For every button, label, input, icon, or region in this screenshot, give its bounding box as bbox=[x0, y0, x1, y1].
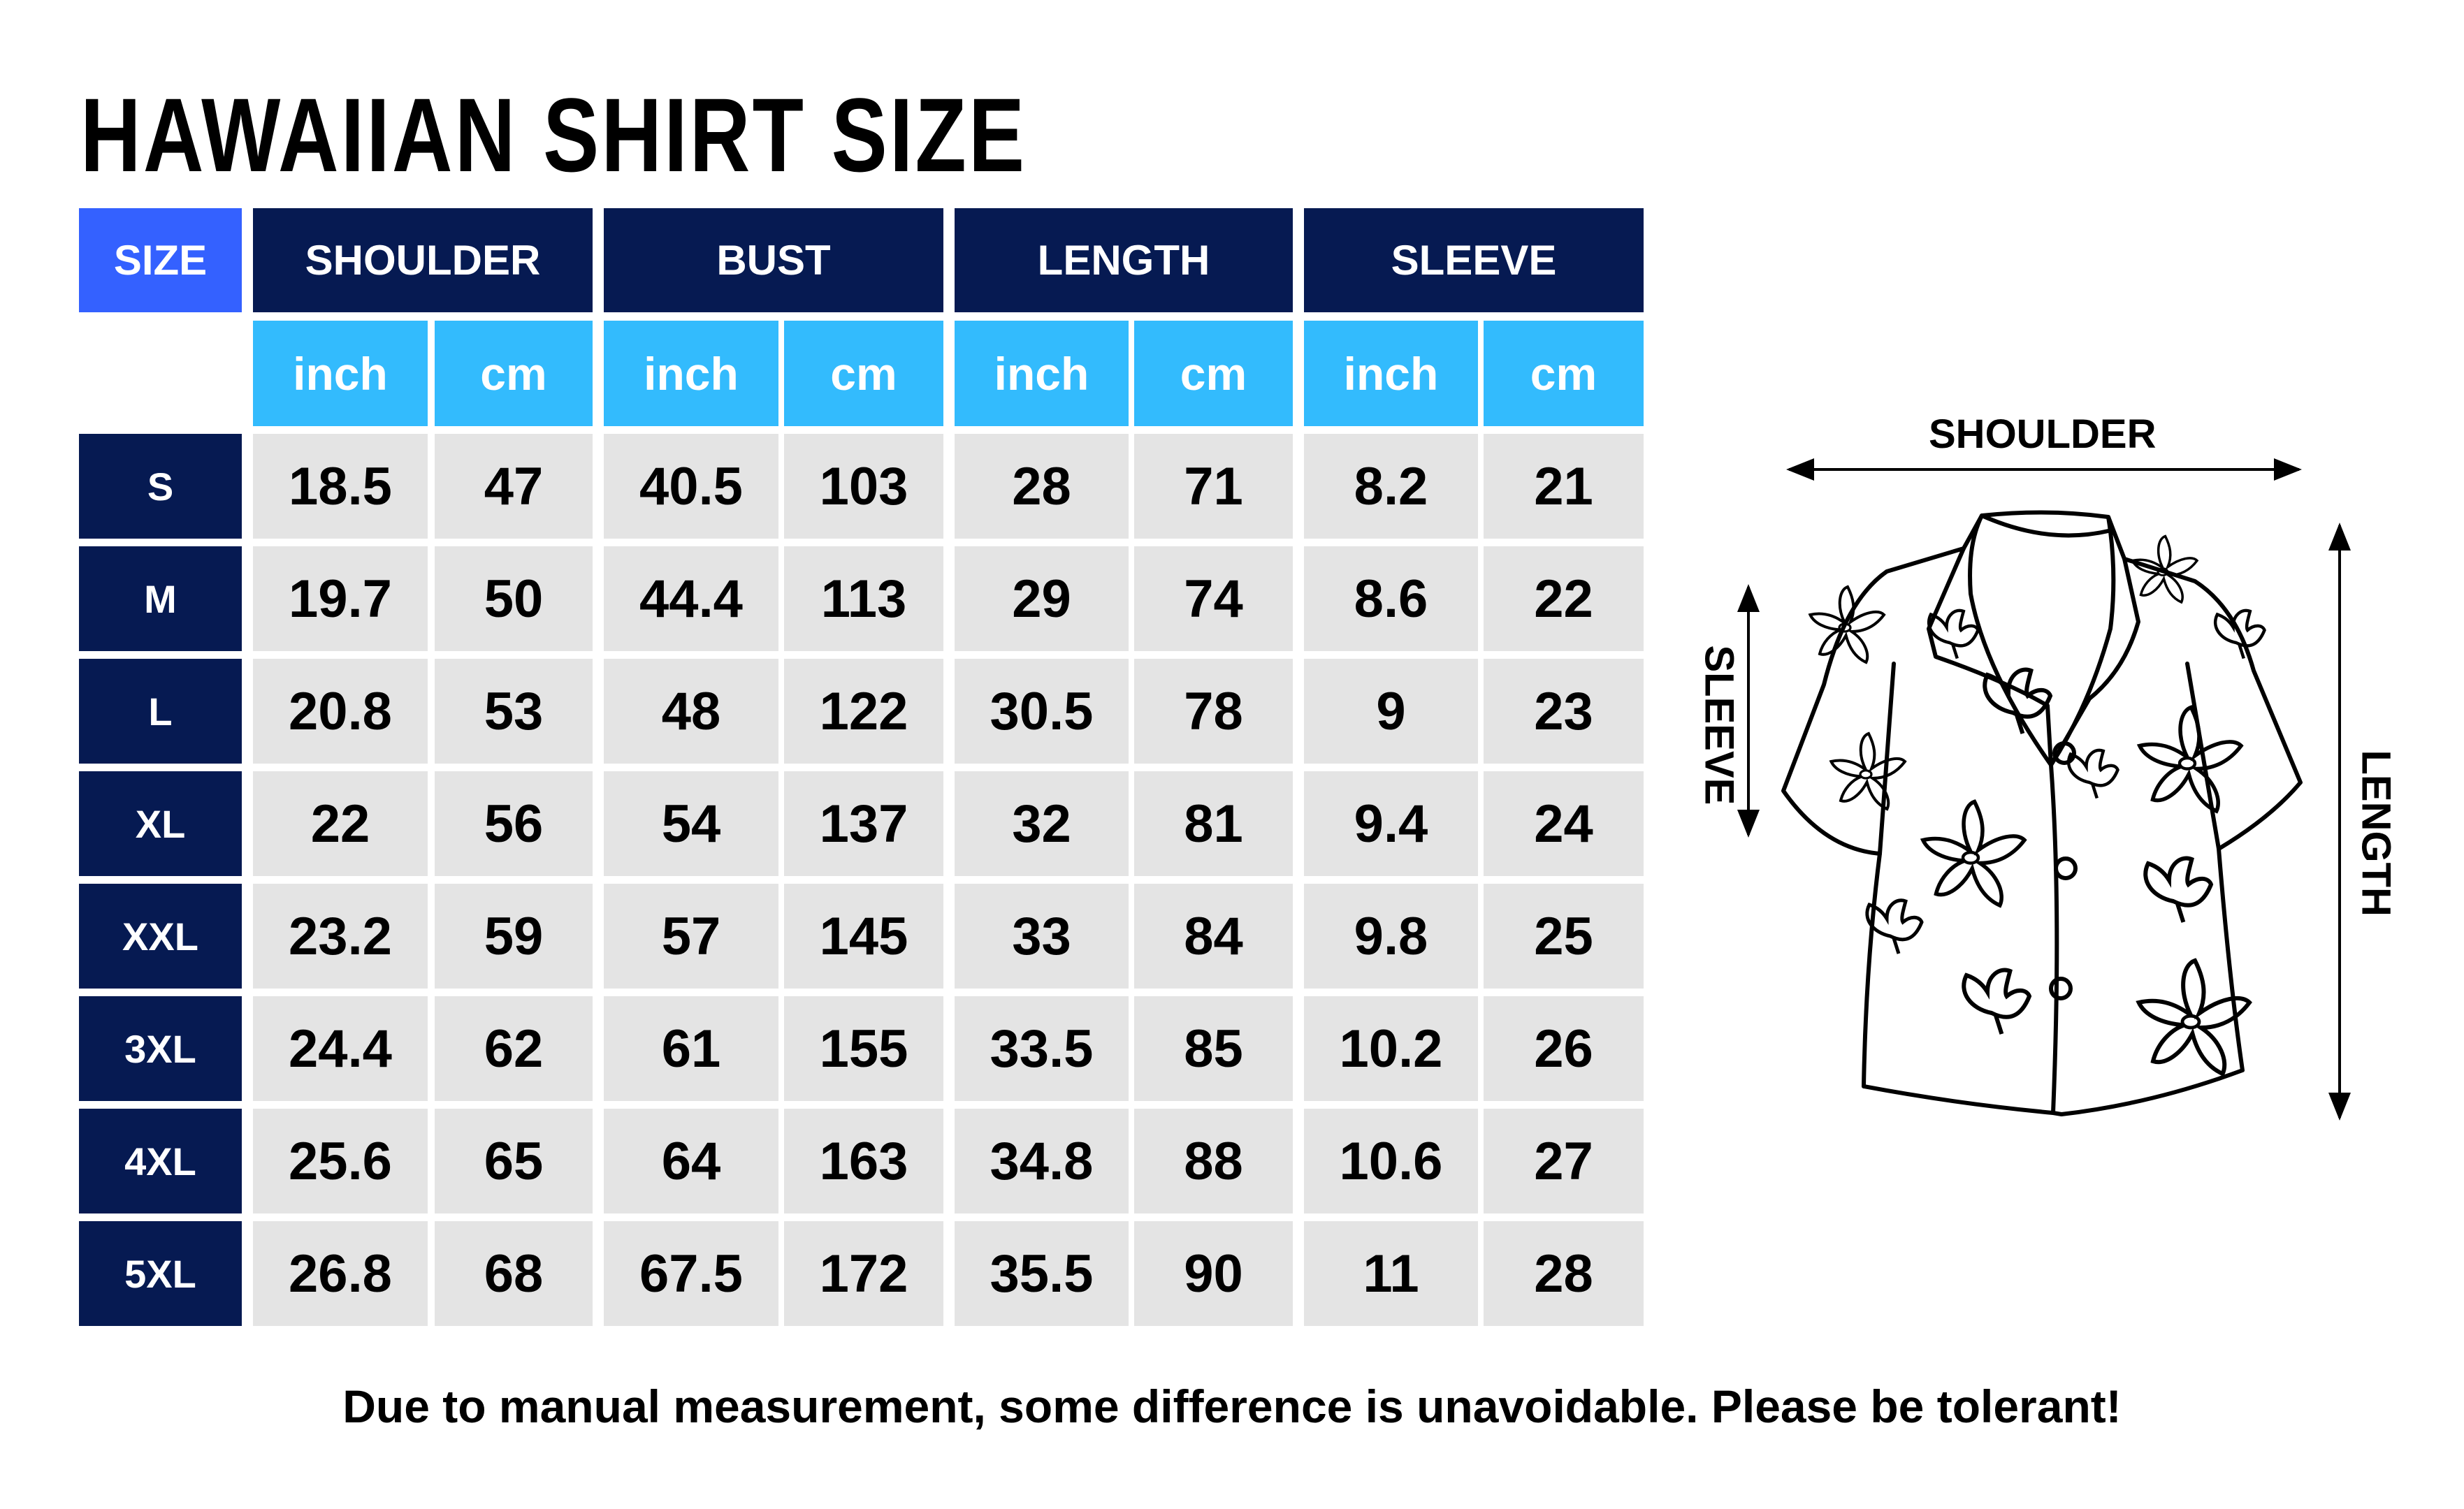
measurement-cell: 25.6 bbox=[253, 1109, 428, 1213]
measurement-cell: 59 bbox=[435, 884, 593, 989]
unit-header-inch: inch bbox=[604, 321, 778, 426]
measurement-cell: 65 bbox=[435, 1109, 593, 1213]
measurement-cell: 53 bbox=[435, 659, 593, 764]
unit-header-cm: cm bbox=[435, 321, 593, 426]
measurement-cell: 26 bbox=[1484, 996, 1644, 1101]
sleeve-label: SLEEVE bbox=[1696, 645, 1742, 805]
measurement-cell: 57 bbox=[604, 884, 778, 989]
unit-header-inch: inch bbox=[955, 321, 1129, 426]
measurement-cell: 24.4 bbox=[253, 996, 428, 1101]
group-header-sleeve: SLEEVE bbox=[1304, 208, 1644, 312]
measurement-cell: 155 bbox=[784, 996, 943, 1101]
measurement-cell: 54 bbox=[604, 771, 778, 876]
measurement-cell: 81 bbox=[1134, 771, 1293, 876]
measurement-cell: 10.6 bbox=[1304, 1109, 1478, 1213]
measurement-cell: 48 bbox=[604, 659, 778, 764]
measurement-cell: 145 bbox=[784, 884, 943, 989]
measurement-cell: 113 bbox=[784, 546, 943, 651]
measurement-cell: 25 bbox=[1484, 884, 1644, 989]
measurement-cell: 137 bbox=[784, 771, 943, 876]
measurement-cell: 90 bbox=[1134, 1221, 1293, 1326]
group-header-bust: BUST bbox=[604, 208, 943, 312]
measurement-cell: 22 bbox=[253, 771, 428, 876]
measurement-cell: 40.5 bbox=[604, 434, 778, 539]
measurement-cell: 56 bbox=[435, 771, 593, 876]
size-label: S bbox=[79, 434, 242, 539]
size-label: 5XL bbox=[79, 1221, 242, 1326]
measurement-cell: 88 bbox=[1134, 1109, 1293, 1213]
shirt-outline bbox=[1781, 510, 2303, 1116]
measurement-cell: 71 bbox=[1134, 434, 1293, 539]
measurement-cell: 8.6 bbox=[1304, 546, 1478, 651]
measurement-cell: 74 bbox=[1134, 546, 1293, 651]
measurement-cell: 9.4 bbox=[1304, 771, 1478, 876]
measurement-cell: 28 bbox=[955, 434, 1129, 539]
measurement-cell: 103 bbox=[784, 434, 943, 539]
measurement-cell: 24 bbox=[1484, 771, 1644, 876]
measurement-cell: 33.5 bbox=[955, 996, 1129, 1101]
unit-header-cm: cm bbox=[1484, 321, 1644, 426]
measurement-cell: 28 bbox=[1484, 1221, 1644, 1326]
measurement-cell: 62 bbox=[435, 996, 593, 1101]
measurement-cell: 50 bbox=[435, 546, 593, 651]
measurement-cell: 8.2 bbox=[1304, 434, 1478, 539]
measurement-cell: 29 bbox=[955, 546, 1129, 651]
size-label: L bbox=[79, 659, 242, 764]
disclaimer-note: Due to manual measurement, some differen… bbox=[342, 1380, 2122, 1432]
measurement-cell: 47 bbox=[435, 434, 593, 539]
measurement-cell: 20.8 bbox=[253, 659, 428, 764]
unit-header-inch: inch bbox=[1304, 321, 1478, 426]
measurement-cell: 10.2 bbox=[1304, 996, 1478, 1101]
measurement-cell: 26.8 bbox=[253, 1221, 428, 1326]
measurement-cell: 33 bbox=[955, 884, 1129, 989]
measurement-cell: 172 bbox=[784, 1221, 943, 1326]
measurement-cell: 84 bbox=[1134, 884, 1293, 989]
page-title: HAWAIIAN SHIRT SIZE bbox=[80, 76, 1027, 194]
measurement-cell: 122 bbox=[784, 659, 943, 764]
size-label: XL bbox=[79, 771, 242, 876]
shoulder-label: SHOULDER bbox=[1929, 411, 2157, 457]
measurement-cell: 21 bbox=[1484, 434, 1644, 539]
unit-header-cm: cm bbox=[1134, 321, 1293, 426]
measurement-cell: 30.5 bbox=[955, 659, 1129, 764]
flower-pattern bbox=[1810, 534, 2264, 1074]
size-column-header: SIZE bbox=[79, 208, 242, 312]
measurement-cell: 32 bbox=[955, 771, 1129, 876]
measurement-cell: 22 bbox=[1484, 546, 1644, 651]
measurement-cell: 18.5 bbox=[253, 434, 428, 539]
unit-header-inch: inch bbox=[253, 321, 428, 426]
group-header-shoulder: SHOULDER bbox=[253, 208, 593, 312]
measurement-cell: 23 bbox=[1484, 659, 1644, 764]
measurement-cell: 163 bbox=[784, 1109, 943, 1213]
measurement-cell: 9.8 bbox=[1304, 884, 1478, 989]
group-header-length: LENGTH bbox=[955, 208, 1293, 312]
measurement-cell: 61 bbox=[604, 996, 778, 1101]
length-label: LENGTH bbox=[2353, 750, 2399, 917]
measurement-cell: 64 bbox=[604, 1109, 778, 1213]
size-label: M bbox=[79, 546, 242, 651]
measurement-cell: 34.8 bbox=[955, 1109, 1129, 1213]
measurement-cell: 78 bbox=[1134, 659, 1293, 764]
size-label: 4XL bbox=[79, 1109, 242, 1213]
button-icon bbox=[2049, 977, 2073, 1000]
button-icon bbox=[2054, 856, 2078, 880]
unit-header-cm: cm bbox=[784, 321, 943, 426]
measurement-cell: 27 bbox=[1484, 1109, 1644, 1213]
measurement-cell: 44.4 bbox=[604, 546, 778, 651]
measurement-cell: 23.2 bbox=[253, 884, 428, 989]
measurement-cell: 35.5 bbox=[955, 1221, 1129, 1326]
measurement-cell: 67.5 bbox=[604, 1221, 778, 1326]
measurement-cell: 19.7 bbox=[253, 546, 428, 651]
button-icon bbox=[2052, 741, 2076, 765]
measurement-cell: 68 bbox=[435, 1221, 593, 1326]
size-label: XXL bbox=[79, 884, 242, 989]
measurement-cell: 85 bbox=[1134, 996, 1293, 1101]
size-label: 3XL bbox=[79, 996, 242, 1101]
measurement-cell: 11 bbox=[1304, 1221, 1478, 1326]
measurement-cell: 9 bbox=[1304, 659, 1478, 764]
